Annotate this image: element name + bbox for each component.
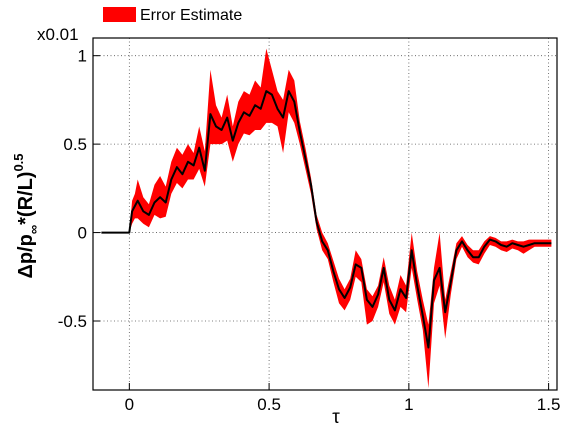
x-tick-label-3: 1.5: [537, 395, 561, 414]
error-band: [101, 48, 552, 389]
x-tick-label-2: 1: [404, 395, 413, 414]
mean-line: [101, 90, 552, 349]
y-tick-label-1: 0: [78, 224, 87, 243]
legend-swatch-error-estimate: [103, 7, 136, 22]
y-axis-title: Δp/p∞*(R/L)0.5: [11, 153, 41, 278]
legend-label-error-estimate: Error Estimate: [140, 7, 242, 24]
y-tick-label-0: -0.5: [58, 312, 87, 331]
plot-frame-border: [92, 37, 558, 391]
y-multiplier-label: x0.01: [37, 25, 79, 44]
grid: [93, 38, 557, 390]
y-axis-title-main: Δp/p: [15, 234, 37, 278]
x-tick-label-1: 0.5: [257, 395, 281, 414]
plot-frame: [92, 37, 558, 391]
mean-line-path: [101, 90, 552, 349]
y-axis-title-tail: *(R/L): [15, 172, 37, 225]
x-axis-ticks: 0 0.5 1 1.5: [125, 383, 561, 414]
y-tick-label-2: 0.5: [63, 135, 87, 154]
x-axis-title: τ: [332, 407, 340, 428]
legend: Error Estimate: [103, 7, 242, 24]
y-tick-label-3: 1: [78, 47, 87, 66]
x-tick-label-0: 0: [125, 395, 134, 414]
y-axis-title-subscript: ∞: [26, 225, 41, 234]
y-axis-ticks: -0.5 0 0.5 1: [58, 47, 100, 331]
y-axis-title-superscript: 0.5: [11, 153, 26, 171]
error-band-area: [101, 48, 552, 389]
